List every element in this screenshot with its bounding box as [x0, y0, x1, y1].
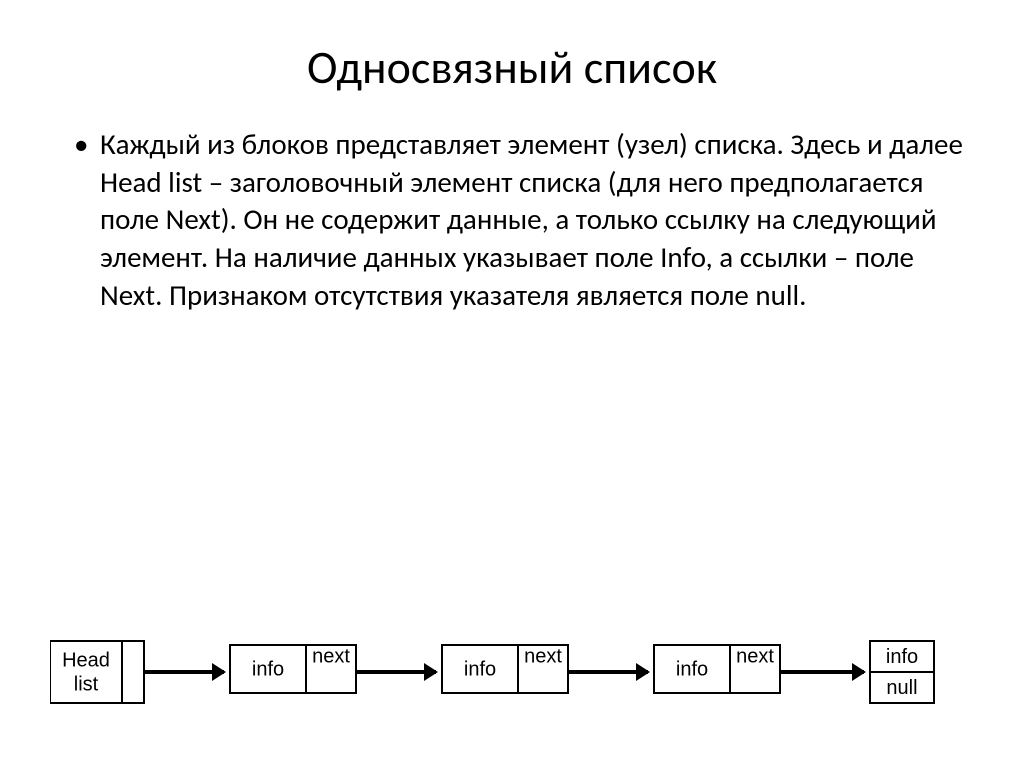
svg-text:next: next — [524, 645, 562, 667]
svg-text:info: info — [464, 658, 496, 680]
svg-text:null: null — [886, 677, 917, 699]
diagram-svg: Headlist info next info next info next info null — [50, 627, 974, 717]
svg-text:info: info — [886, 646, 918, 668]
paragraph: Каждый из блоков представляет элемент (у… — [100, 126, 963, 313]
svg-text:next: next — [736, 645, 774, 667]
body-text: •Каждый из блоков представляет элемент (… — [60, 126, 964, 314]
svg-text:list: list — [74, 673, 99, 695]
svg-text:info: info — [252, 658, 284, 680]
page-title: Односвязный список — [60, 40, 964, 96]
linked-list-diagram: Headlist info next info next info next info null — [50, 627, 974, 717]
svg-text:Head: Head — [62, 649, 110, 671]
svg-text:next: next — [312, 645, 350, 667]
bullet: • — [74, 126, 100, 164]
svg-text:info: info — [676, 658, 708, 680]
slide: Односвязный список •Каждый из блоков пре… — [0, 0, 1024, 767]
